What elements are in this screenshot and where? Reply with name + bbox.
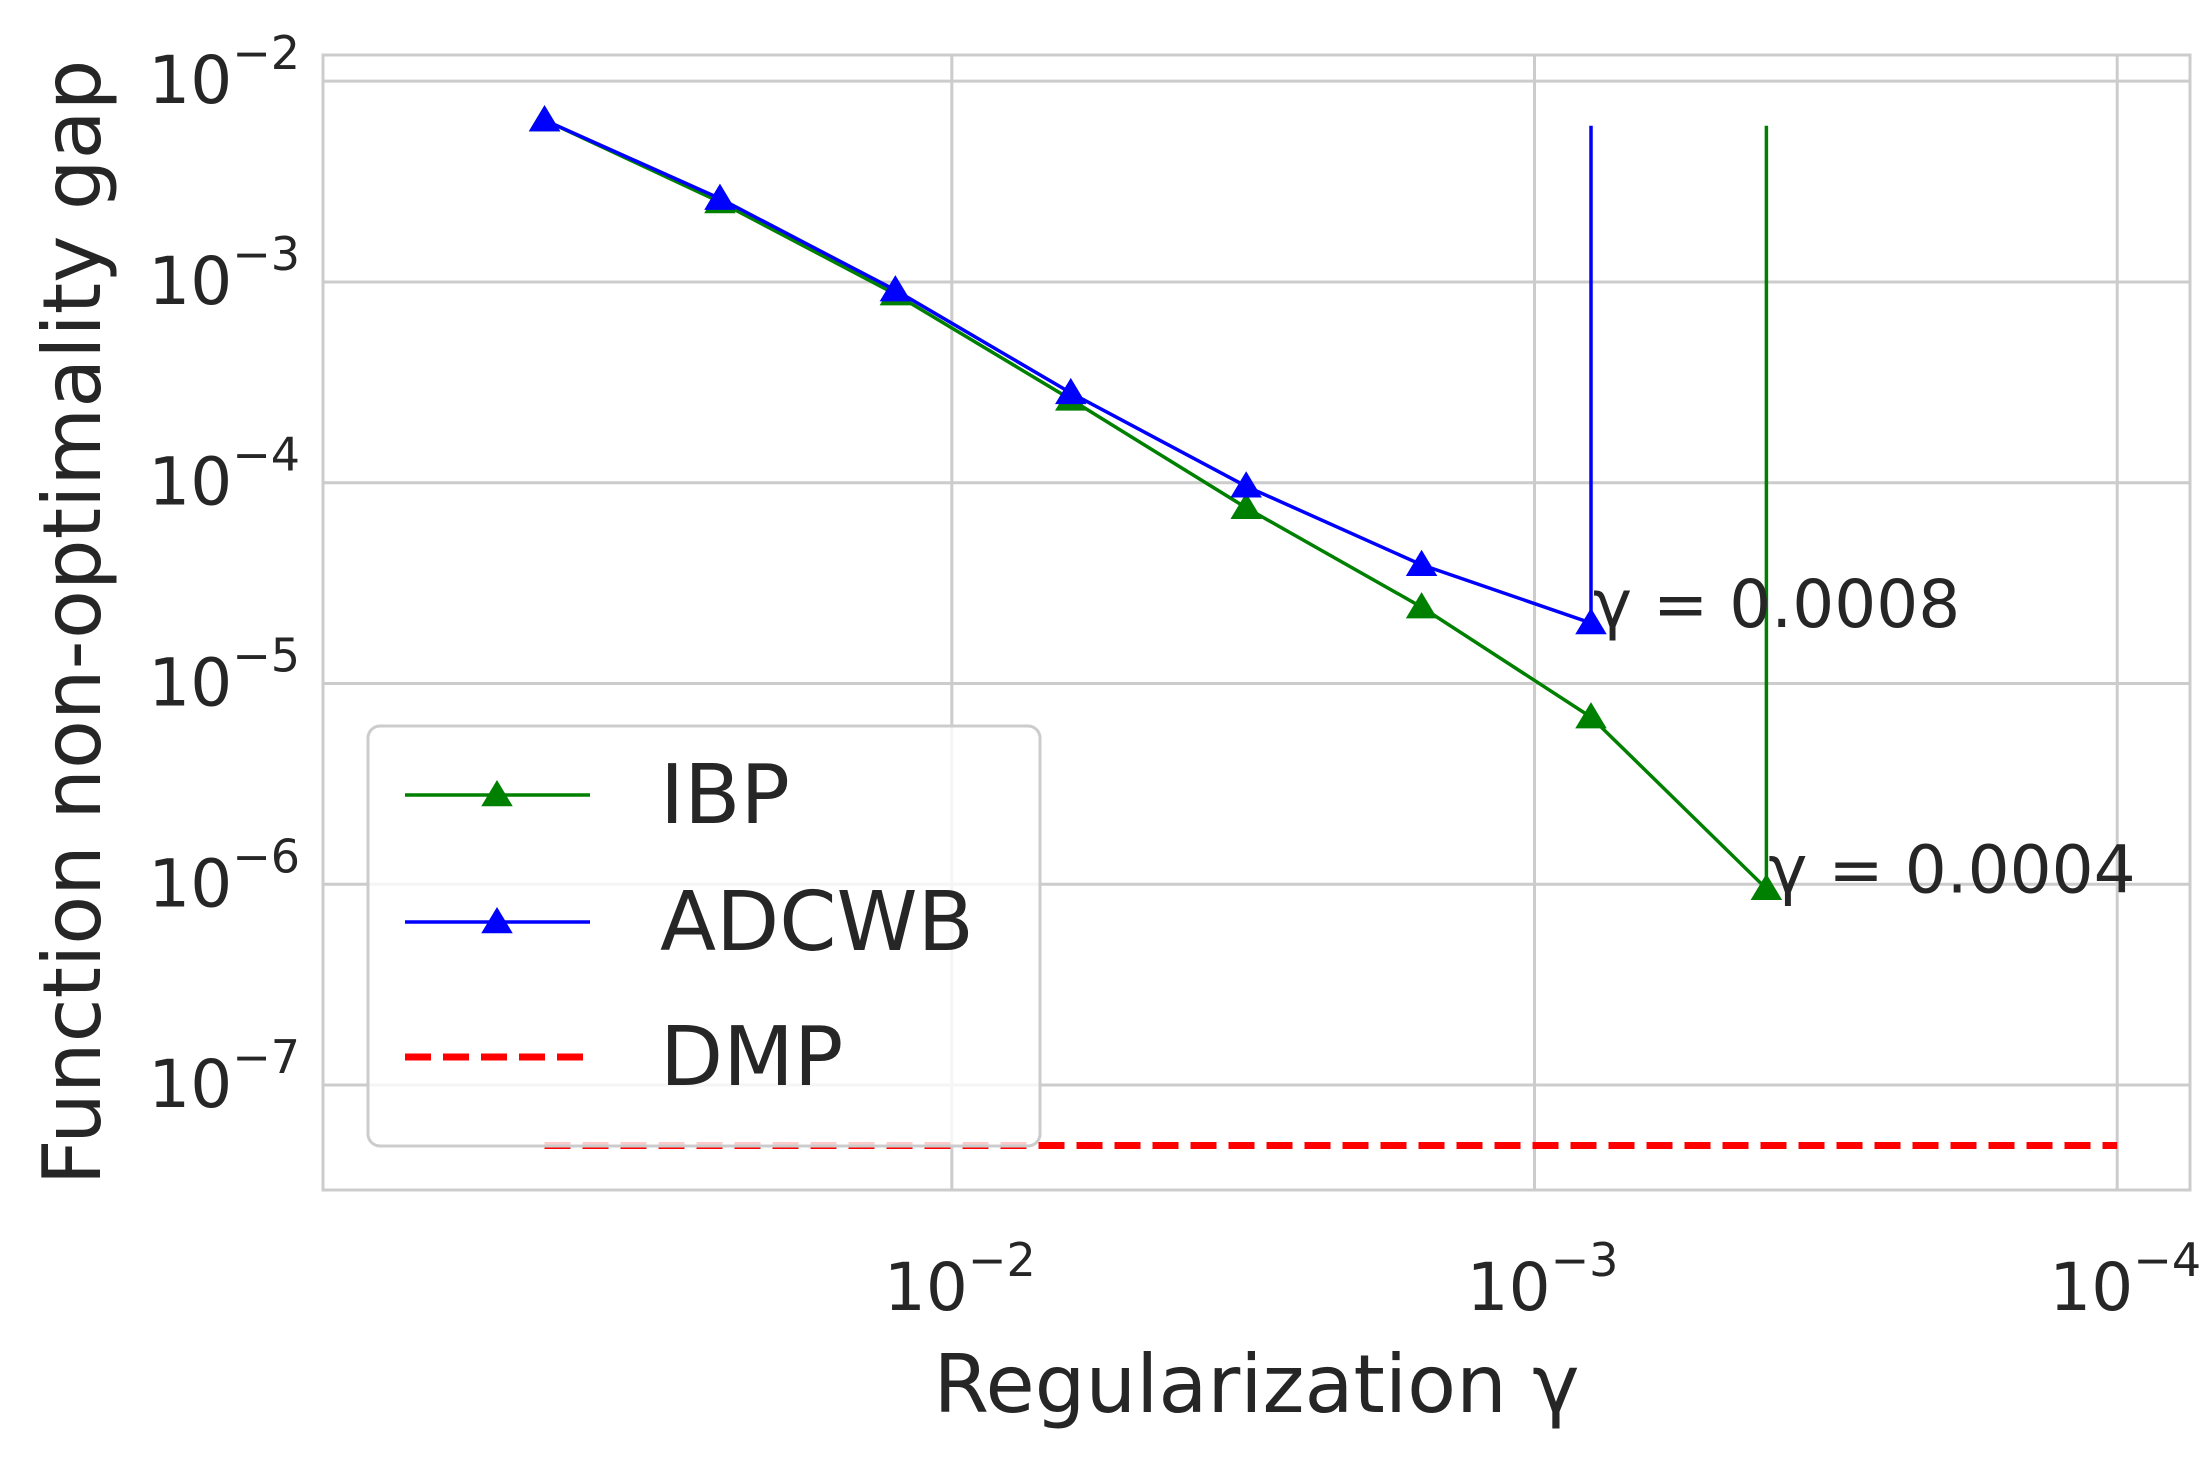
legend-marker <box>481 780 513 807</box>
annotations: γ = 0.0008 γ = 0.0004 <box>1593 566 2136 909</box>
legend-marker <box>481 907 513 934</box>
x-axis-label: Regularization γ <box>933 1338 1579 1431</box>
data-point-adcwb <box>1055 377 1087 405</box>
series-layer <box>528 105 2118 1149</box>
data-point-adcwb <box>528 105 561 132</box>
data-point-ibp <box>1750 873 1783 900</box>
legend-item-dmp: DMP <box>405 1010 843 1105</box>
y-axis-ticks: 10−2 10−3 10−4 10−5 10−6 10−7 <box>148 26 300 1123</box>
annotation-label: γ = 0.0004 <box>1768 832 2135 909</box>
y-tick-label: 10−2 <box>148 26 300 119</box>
y-tick-label: 10−4 <box>148 428 300 521</box>
legend-box <box>366 724 1042 1148</box>
grid <box>323 55 2190 1190</box>
data-point-ibp <box>1230 492 1262 520</box>
y-tick-label: 10−3 <box>148 227 300 320</box>
legend-label: DMP <box>660 1010 843 1105</box>
data-point-adcwb <box>1405 549 1438 577</box>
data-point-adcwb <box>704 183 736 210</box>
data-point-ibp <box>1405 592 1438 619</box>
series-adcwb <box>528 105 1607 635</box>
plot-frame <box>321 53 2192 1192</box>
data-point-adcwb <box>1230 471 1262 498</box>
y-tick-label: 10−5 <box>148 628 300 721</box>
y-tick-label: 10−6 <box>148 829 300 922</box>
legend: IBP ADCWB DMP <box>366 724 1042 1148</box>
data-point-adcwb <box>1575 608 1607 635</box>
legend-label: IBP <box>660 748 790 843</box>
y-tick-label: 10−7 <box>148 1030 300 1123</box>
y-axis-label: Function non-optimality gap <box>26 60 119 1186</box>
data-point-ibp <box>1575 702 1607 729</box>
annotation-label: γ = 0.0008 <box>1593 566 1960 643</box>
series-line-adcwb <box>543 118 1593 626</box>
legend-label: ADCWB <box>660 875 974 970</box>
x-tick-label: 10−4 <box>2049 1233 2201 1326</box>
legend-item-adcwb: ADCWB <box>405 875 974 970</box>
data-point-adcwb <box>879 275 912 302</box>
x-tick-label: 10−3 <box>1467 1233 1619 1326</box>
x-tick-label: 10−2 <box>884 1233 1036 1326</box>
x-axis-ticks: 10−2 10−3 10−4 <box>884 1233 2201 1326</box>
legend-item-ibp: IBP <box>405 748 790 843</box>
